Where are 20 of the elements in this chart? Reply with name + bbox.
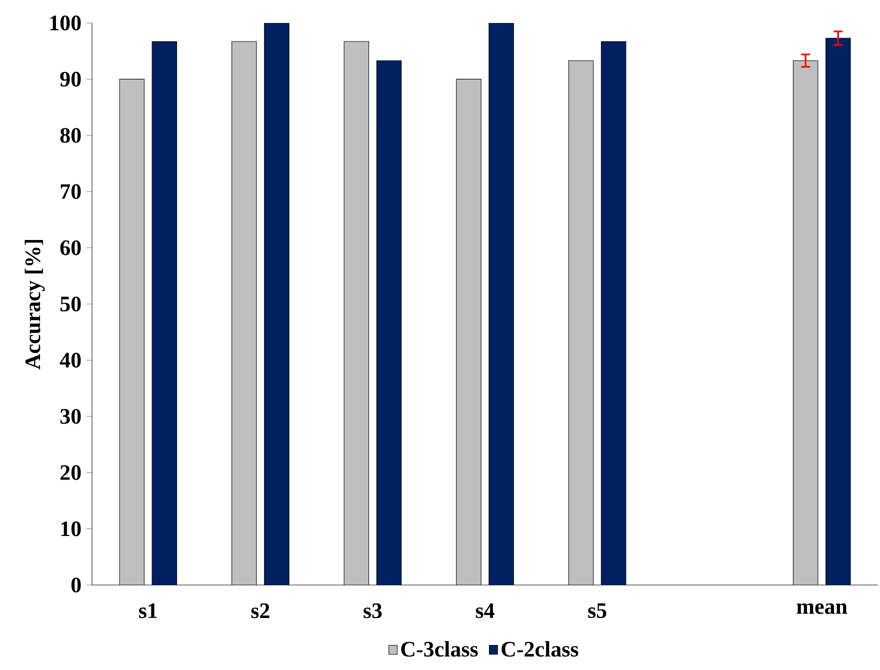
y-tick-label: 60 <box>60 240 81 256</box>
x-tick-label: s4 <box>476 603 494 618</box>
legend-label: C-2class <box>502 641 578 657</box>
y-tick-label: 20 <box>60 465 81 480</box>
legend-label: C-3class <box>401 641 478 657</box>
y-axis-title: Accuracy [%] <box>24 240 45 370</box>
y-tick-label: 80 <box>60 128 81 143</box>
x-tick-label: s5 <box>588 603 606 618</box>
y-tick-label: 0 <box>71 578 81 592</box>
y-tick-label: 30 <box>60 408 81 424</box>
y-tick-label: 100 <box>50 16 81 30</box>
x-tick-label: s1 <box>139 603 157 618</box>
y-tick-label: 50 <box>60 296 81 312</box>
y-tick-label: 40 <box>60 352 81 368</box>
y-tick-label: 90 <box>60 72 81 87</box>
x-tick-label: mean <box>796 603 848 614</box>
y-tick-label: 70 <box>60 184 81 200</box>
y-tick-label: 10 <box>61 521 81 536</box>
x-tick-label: s2 <box>251 603 270 618</box>
x-tick-label: s3 <box>364 603 382 618</box>
